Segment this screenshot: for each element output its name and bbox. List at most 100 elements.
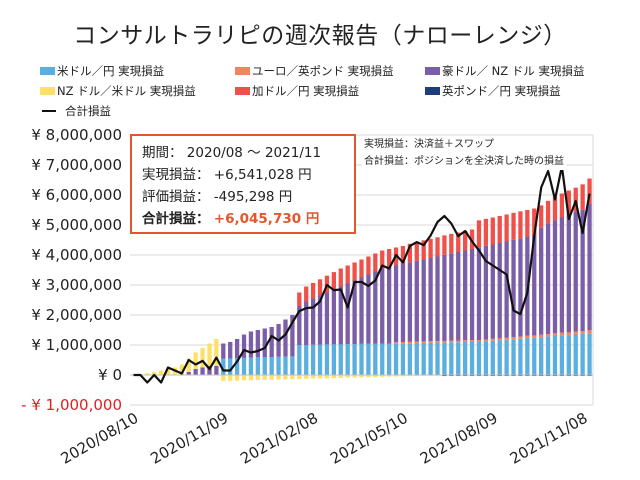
bar-segment: [421, 240, 426, 260]
bar-segment: [393, 375, 399, 377]
bar-segment: [532, 235, 537, 336]
bar-segment: [283, 356, 288, 375]
bar-segment: [345, 265, 350, 284]
legend-swatch: [235, 67, 250, 75]
bar-segment: [269, 327, 274, 357]
bar-segment: [421, 341, 426, 343]
y-tick-label: ¥ 0: [98, 366, 122, 384]
bar-segment: [248, 357, 254, 375]
y-tick-label: ¥ 1,000,000: [31, 336, 122, 354]
bar-segment: [463, 340, 468, 342]
bar-segment: [234, 375, 240, 381]
bar-segment: [152, 372, 157, 375]
x-tick-label: 2021/08/09: [417, 409, 501, 468]
bar-segment: [414, 341, 419, 343]
bar-segment: [207, 366, 212, 375]
bar-segment: [573, 331, 578, 335]
bar-segment: [373, 375, 378, 378]
bar-segment: [490, 338, 495, 341]
legend-item-usdjpy: 米ドル／円 実現損益: [40, 63, 164, 79]
bar-segment: [435, 237, 440, 257]
bar-segment: [545, 336, 551, 375]
bar-segment: [324, 344, 330, 375]
bar-segment: [241, 375, 247, 381]
y-tick-label: - ¥ 1,000,000: [21, 396, 122, 414]
bar-segment: [324, 292, 330, 345]
bar-segment: [476, 247, 482, 341]
bar-segment: [207, 343, 212, 366]
bar-segment: [545, 200, 551, 224]
bar-segment: [338, 344, 343, 375]
bar-segment: [497, 338, 502, 341]
bar-segment: [255, 330, 260, 358]
bar-segment: [407, 341, 413, 344]
bar-segment: [359, 375, 364, 378]
bar-segment: [532, 337, 537, 375]
bar-segment: [400, 246, 406, 264]
bar-segment: [352, 375, 357, 378]
realized-row: 実現損益： +6,541,028 円: [142, 167, 312, 183]
bar-segment: [442, 340, 447, 343]
unrealized-row: 評価損益： -495,298 円: [142, 189, 293, 205]
bar-segment: [504, 337, 509, 340]
bar-segment: [518, 336, 523, 339]
bar-segment: [241, 334, 247, 358]
y-tick-label: ¥ 2,000,000: [31, 306, 122, 324]
bar-segment: [511, 339, 516, 375]
bar-segment: [497, 243, 502, 339]
bar-segment: [456, 232, 461, 252]
bar-segment: [393, 342, 399, 344]
bar-segment: [456, 340, 461, 343]
bar-segment: [345, 344, 350, 375]
bar-segment: [532, 335, 537, 338]
bar-segment: [262, 375, 267, 380]
bar-segment: [545, 223, 551, 335]
x-tick-label: 2021/02/08: [237, 409, 321, 468]
bar-segment: [449, 233, 454, 254]
bar-segment: [435, 341, 440, 343]
bar-segment: [587, 333, 592, 375]
bar-segment: [386, 375, 392, 377]
bar-segment: [297, 306, 302, 345]
bar-segment: [449, 342, 454, 375]
bar-segment: [304, 375, 309, 379]
bar-segment: [297, 375, 302, 380]
bar-segment: [373, 343, 378, 375]
bar-segment: [490, 340, 495, 375]
bar-segment: [331, 272, 337, 290]
bar-segment: [511, 212, 516, 240]
bar-segment: [504, 214, 509, 242]
bar-segment: [386, 267, 392, 344]
period-row: 期間： 2020/08 ～ 2021/11: [142, 145, 322, 161]
bar-segment: [539, 337, 544, 375]
bar-segment: [587, 330, 592, 334]
footnote-line: 合計損益：ポジションを全決済した時の損益: [364, 156, 564, 167]
bar-segment: [490, 217, 495, 245]
y-tick-label: ¥ 3,000,000: [31, 276, 122, 294]
bar-segment: [366, 274, 371, 344]
bar-segment: [469, 229, 475, 249]
bar-segment: [566, 190, 571, 215]
bar-segment: [580, 209, 585, 332]
bar-segment: [269, 357, 274, 375]
legend-swatch: [425, 67, 440, 75]
bar-segment: [310, 375, 316, 379]
y-tick-label: ¥ 5,000,000: [31, 216, 122, 234]
footnote-line: 実現損益：決済益＋スワップ: [364, 139, 494, 150]
legend-item-audnzd: 豪ドル／ NZ ドル 実現損益: [425, 63, 584, 79]
bar-segment: [221, 375, 226, 381]
bar-segment: [552, 333, 558, 336]
bar-segment: [407, 343, 413, 375]
bar-segment: [345, 375, 350, 378]
bar-segment: [283, 319, 288, 357]
bar-segment: [518, 238, 523, 337]
bar-segment: [290, 375, 295, 380]
legend-item-gbpjpy: 英ポンド／円 実現損益: [425, 83, 561, 99]
bar-segment: [476, 220, 482, 248]
bar-segment: [373, 271, 378, 344]
bar-segment: [255, 357, 260, 375]
legend-swatch: [40, 67, 55, 75]
bar-segment: [310, 344, 316, 375]
bar-segment: [304, 286, 309, 302]
bar-segment: [310, 282, 316, 299]
